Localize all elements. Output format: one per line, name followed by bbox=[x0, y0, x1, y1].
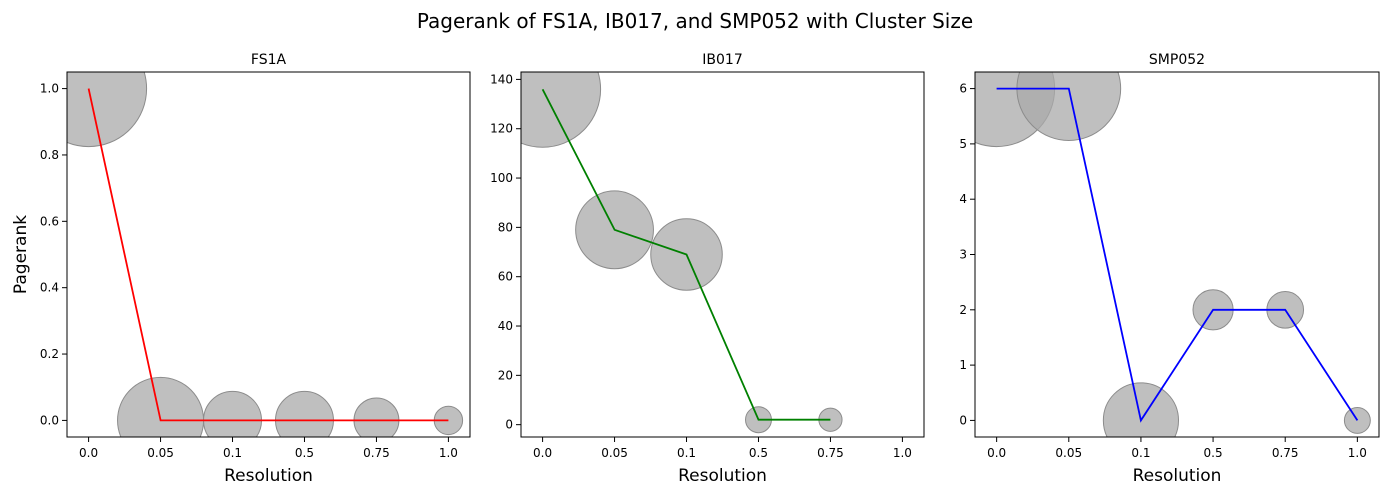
plot-area bbox=[67, 72, 464, 437]
subplot-2: 0.0 0.05 0.1 0.5 0.75 1.0 0 20 40 60 80 100 120 140 IB… bbox=[490, 52, 925, 486]
cluster-bubble bbox=[67, 72, 148, 148]
y-tick-label: 140 bbox=[490, 72, 513, 86]
plot-area bbox=[521, 72, 843, 434]
x-tick-label: 0.05 bbox=[147, 446, 174, 460]
pagerank-line bbox=[996, 87, 1359, 423]
x-tick-label: 0.75 bbox=[817, 446, 844, 460]
x-tick-label: 0.1 bbox=[223, 446, 242, 460]
x-tick-label: 0.75 bbox=[363, 446, 390, 460]
y-tick-label: 0.8 bbox=[40, 148, 59, 162]
x-tick-label: 0.75 bbox=[1272, 446, 1299, 460]
cluster-bubble bbox=[1102, 382, 1180, 437]
pagerank-line bbox=[541, 88, 831, 421]
axes-frame bbox=[66, 71, 471, 438]
x-tick-label: 1.0 bbox=[439, 446, 458, 460]
x-tick-label: 0.05 bbox=[1055, 446, 1082, 460]
x-tick-label: 0.1 bbox=[677, 446, 696, 460]
x-tick-label: 0.5 bbox=[749, 446, 768, 460]
y-tick-label: 40 bbox=[498, 319, 513, 333]
x-tick-label: 0.0 bbox=[987, 446, 1006, 460]
y-tick-label: 1.0 bbox=[40, 82, 59, 96]
x-tick-label: 0.5 bbox=[295, 446, 314, 460]
y-tick-label: 5 bbox=[959, 137, 967, 151]
subplot-title: FS1A bbox=[251, 52, 287, 68]
y-tick-label: 0.6 bbox=[40, 214, 59, 228]
y-tick-label: 0.2 bbox=[40, 347, 59, 361]
axes-frame bbox=[520, 71, 925, 438]
subplot-1: 0.0 0.05 0.1 0.5 0.75 1.0 0.0 0.2 0.4 0.6 0.8 1.0 FS… bbox=[11, 52, 471, 486]
cluster-bubble bbox=[521, 72, 602, 148]
subplot-title: SMP052 bbox=[1149, 52, 1205, 68]
y-tick-label: 1 bbox=[959, 358, 967, 372]
x-tick-label: 0.05 bbox=[601, 446, 628, 460]
x-axis-label: Resolution bbox=[678, 466, 767, 486]
x-tick-label: 1.0 bbox=[1348, 446, 1367, 460]
y-axis-label: Pagerank bbox=[11, 215, 31, 294]
y-tick-label: 80 bbox=[498, 220, 513, 234]
y-tick-label: 20 bbox=[498, 368, 513, 382]
figure-title: Pagerank of FS1A, IB017, and SMP052 with… bbox=[417, 9, 973, 33]
x-tick-label: 0.5 bbox=[1204, 446, 1223, 460]
subplot-title: IB017 bbox=[702, 52, 742, 68]
y-tick-label: 0 bbox=[505, 418, 513, 432]
pagerank-line bbox=[87, 88, 449, 422]
y-tick-label: 0.0 bbox=[40, 413, 59, 427]
y-tick-label: 2 bbox=[959, 303, 967, 317]
x-tick-label: 0.0 bbox=[79, 446, 98, 460]
y-tick-label: 0.4 bbox=[40, 281, 59, 295]
plot-area bbox=[975, 72, 1371, 437]
y-tick-label: 6 bbox=[959, 82, 967, 96]
y-tick-label: 4 bbox=[959, 192, 967, 206]
x-tick-label: 0.1 bbox=[1131, 446, 1150, 460]
x-axis-label: Resolution bbox=[224, 466, 313, 486]
x-tick-label: 1.0 bbox=[893, 446, 912, 460]
y-tick-label: 120 bbox=[490, 122, 513, 136]
subplot-3: 0.0 0.05 0.1 0.5 0.75 1.0 0 1 2 3 4 5 6 SMP052 Resolut… bbox=[959, 52, 1380, 486]
x-tick-label: 0.0 bbox=[533, 446, 552, 460]
y-tick-label: 3 bbox=[959, 248, 967, 262]
subplots: 0.0 0.05 0.1 0.5 0.75 1.00.00.20.40.60.81.0FS… bbox=[11, 52, 1380, 486]
y-tick-label: 100 bbox=[490, 171, 513, 185]
y-tick-label: 60 bbox=[498, 270, 513, 284]
x-axis-label: Resolution bbox=[1133, 466, 1222, 486]
y-tick-label: 0 bbox=[959, 413, 967, 427]
